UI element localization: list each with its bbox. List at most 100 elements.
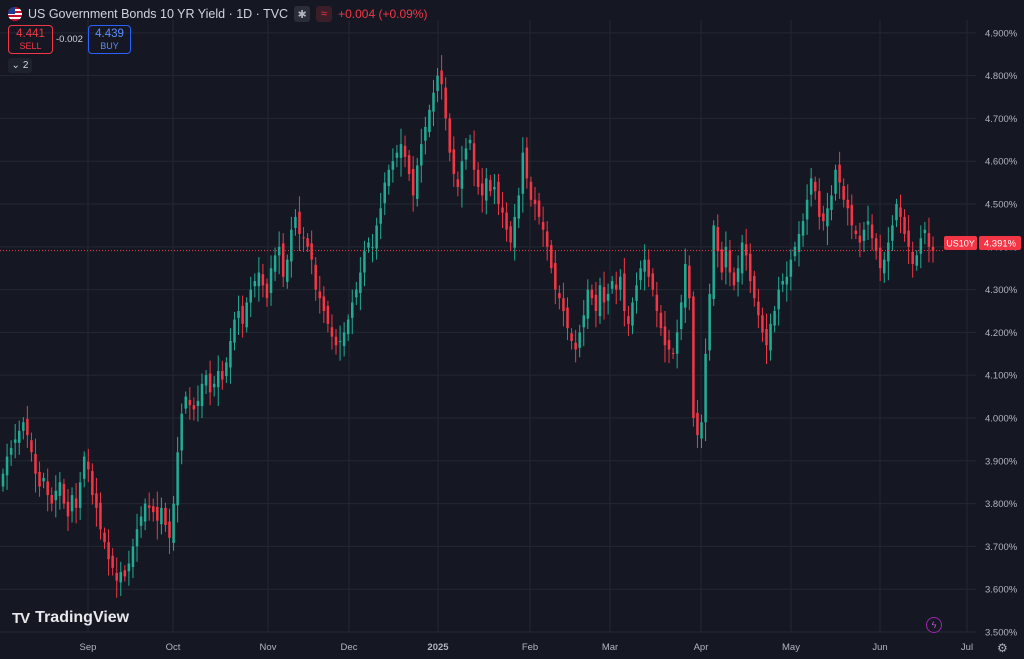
candle (249, 276, 252, 318)
x-tick-label: Apr (694, 642, 709, 653)
candle (70, 487, 74, 523)
candle (452, 136, 456, 187)
candle (350, 289, 354, 335)
candle-body (883, 259, 886, 274)
candle (180, 403, 183, 465)
bolt-icon[interactable]: ϟ (926, 617, 942, 633)
candle-body (257, 272, 261, 287)
candle-body (517, 195, 521, 219)
candle (586, 279, 590, 329)
candle (448, 113, 451, 162)
candle-body (135, 529, 139, 547)
candle-body (420, 144, 423, 166)
candle (594, 281, 598, 328)
candle (789, 249, 793, 291)
candle (883, 251, 886, 283)
time-axis[interactable]: Sep Oct Nov Dec 2025 Feb Mar Apr May Jun Jul (80, 642, 974, 653)
candle (497, 174, 500, 216)
candle (298, 196, 301, 252)
candle (30, 432, 33, 462)
candle (489, 174, 492, 197)
candle (846, 184, 849, 226)
candle (574, 329, 577, 363)
candle (692, 291, 695, 427)
us-flag-icon (8, 7, 22, 21)
candle-body (379, 208, 382, 224)
candle-body (407, 155, 411, 175)
candle-body (302, 237, 305, 239)
snowflake-icon[interactable]: ✱ (294, 6, 311, 22)
sell-button[interactable]: 4.441 SELL (8, 25, 53, 54)
candle (813, 176, 817, 200)
price-axis[interactable]: 4.900%4.800%4.700%4.600%4.500%4.400%4.30… (985, 28, 1018, 638)
buy-button[interactable]: 4.439 BUY (88, 25, 131, 54)
chart-title[interactable]: US Government Bonds 10 YR Yield · 1D · T… (28, 7, 289, 21)
candle-body (1, 473, 5, 487)
candle (720, 241, 724, 281)
candle-body (355, 289, 358, 298)
candle-body (789, 259, 793, 277)
candle (736, 255, 740, 297)
candle-body (78, 482, 82, 508)
candle-body (785, 276, 789, 285)
candle (923, 222, 927, 245)
candle-body (216, 370, 220, 388)
candle-body (338, 340, 342, 342)
candle-body (537, 200, 541, 217)
candle-body (732, 272, 736, 286)
candle (838, 151, 841, 199)
candle-body (13, 439, 17, 443)
x-tick-label: 2025 (427, 642, 449, 653)
buy-price: 4.439 (95, 27, 124, 40)
candle (269, 255, 273, 306)
candle (716, 214, 720, 268)
price-change: +0.004 (+0.09%) (338, 7, 428, 21)
candle-body (200, 383, 204, 407)
candle (505, 202, 508, 242)
candle (156, 491, 159, 540)
candle-body (834, 169, 837, 194)
candle (46, 468, 49, 512)
candle-body (87, 461, 90, 470)
candle-body (415, 165, 419, 199)
wave-icon[interactable]: ≈ (316, 6, 333, 22)
candle-body (342, 332, 346, 347)
candle-body (208, 373, 212, 393)
candle (493, 174, 496, 205)
candle (460, 145, 464, 208)
candle (200, 373, 204, 419)
candle (501, 192, 504, 228)
candle (139, 506, 143, 538)
candle-body (619, 276, 622, 290)
gear-icon[interactable]: ⚙ (997, 641, 1008, 655)
candle-body (614, 284, 618, 290)
candle-body (367, 242, 370, 248)
candle-body (127, 563, 131, 572)
y-tick-label: 4.800% (985, 71, 1018, 82)
candle-body (582, 315, 586, 328)
y-tick-label: 3.800% (985, 499, 1018, 510)
candle (631, 297, 634, 335)
candle (26, 406, 29, 448)
candle-body (411, 168, 415, 196)
candle-body (830, 195, 833, 211)
candle-body (525, 147, 529, 179)
candle (744, 228, 748, 271)
candle (728, 239, 732, 287)
candle (5, 443, 9, 490)
candle (111, 548, 114, 576)
tradingview-logo[interactable]: TV TradingView (12, 609, 129, 627)
candle (842, 178, 845, 208)
candle (590, 284, 594, 306)
candle (196, 385, 200, 422)
candle (286, 254, 289, 289)
candle-body (103, 532, 106, 543)
y-tick-label: 4.200% (985, 328, 1018, 339)
candle (675, 319, 679, 369)
indicators-toggle[interactable]: ⌄ 2 (8, 58, 32, 73)
spread-value: -0.002 (56, 34, 83, 45)
candle (391, 148, 395, 183)
candle-body (891, 225, 894, 241)
candle-body (887, 242, 890, 262)
